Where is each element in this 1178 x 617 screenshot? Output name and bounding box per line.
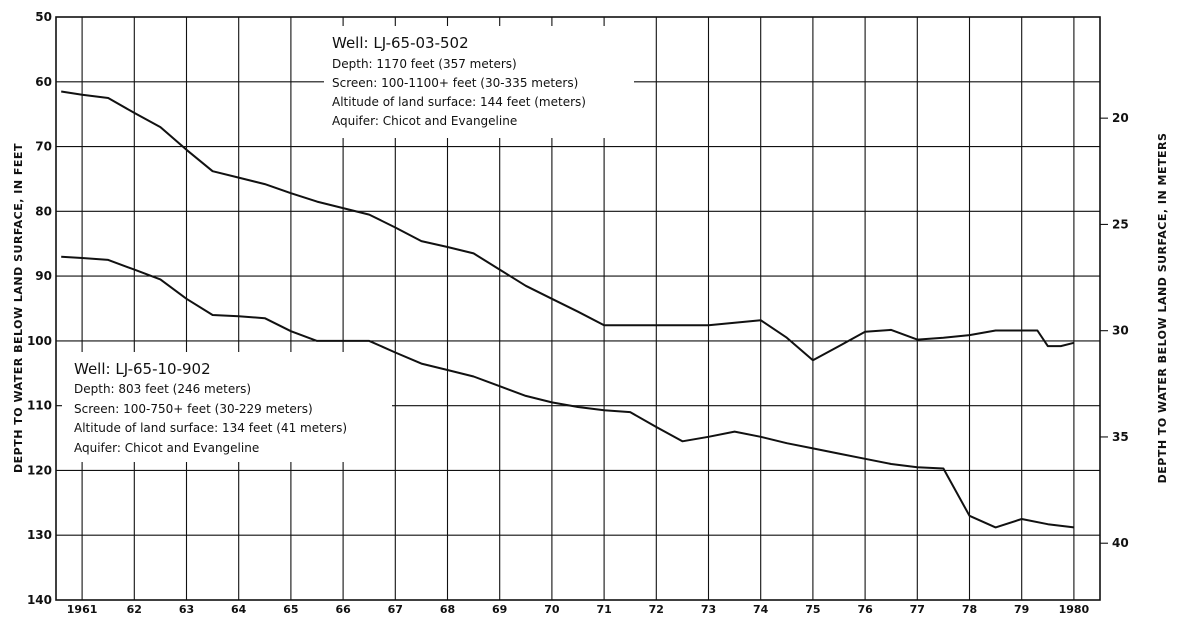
y-tick-label-meters: 25 [1112, 217, 1129, 231]
x-tick-label: 75 [805, 603, 820, 616]
annotation-line: Screen: 100-1100+ feet (30-335 meters) [332, 76, 578, 90]
x-tick-label: 65 [283, 603, 298, 616]
annotation-well-502: Well: LJ-65-03-502 Depth: 1170 feet (357… [324, 26, 634, 138]
x-tick-label: 68 [440, 603, 455, 616]
y-tick-label-feet: 60 [35, 75, 52, 89]
plot-frame [55, 16, 1101, 601]
x-tick-label: 78 [962, 603, 977, 616]
x-tick-label: 69 [492, 603, 507, 616]
y-tick-label-meters: 40 [1112, 536, 1129, 550]
y-tick-label-feet: 100 [27, 334, 52, 348]
annotation-line: Depth: 803 feet (246 meters) [74, 382, 251, 396]
y-tick-label-meters: 35 [1112, 430, 1129, 444]
annotation-background [324, 26, 634, 138]
x-tick-label: 63 [179, 603, 194, 616]
annotation-line: Depth: 1170 feet (357 meters) [332, 57, 517, 71]
tick-labels: 50 60 70 80 90 100 110 120 130 140 20 25 30 35 40 1961 6… [27, 10, 1129, 616]
y-tick-label-feet: 130 [27, 528, 52, 542]
series-lines [61, 90, 1075, 529]
annotation-line: Screen: 100-750+ feet (30-229 meters) [74, 402, 313, 416]
x-tick-label: 71 [596, 603, 611, 616]
x-tick-label: 1961 [67, 603, 98, 616]
x-tick-label: 77 [910, 603, 925, 616]
y-tick-label-feet: 50 [35, 10, 52, 24]
y-axis-label-feet: DEPTH TO WATER BELOW LAND SURFACE, IN FE… [12, 143, 25, 473]
y-axis-label-meters: DEPTH TO WATER BELOW LAND SURFACE, IN ME… [1156, 133, 1169, 484]
annotation-line: Altitude of land surface: 144 feet (mete… [332, 95, 586, 109]
annotation-title: Well: LJ-65-10-902 [74, 360, 211, 378]
x-tick-label: 76 [857, 603, 873, 616]
x-tick-label: 74 [753, 603, 769, 616]
y-tick-label-feet: 140 [27, 593, 52, 607]
x-tick-label: 66 [335, 603, 351, 616]
annotation-well-902: Well: LJ-65-10-902 Depth: 803 feet (246 … [62, 352, 392, 462]
y-tick-label-meters: 30 [1112, 324, 1129, 338]
y-tick-label-meters: 20 [1112, 111, 1129, 125]
annotation-line: Aquifer: Chicot and Evangeline [74, 441, 259, 455]
series-line-1 [61, 90, 1075, 362]
annotation-background [62, 352, 392, 462]
x-tick-label: 67 [388, 603, 403, 616]
annotation-line: Aquifer: Chicot and Evangeline [332, 114, 517, 128]
y-tick-label-feet: 80 [35, 204, 52, 218]
y-tick-label-feet: 120 [27, 463, 52, 477]
x-tick-label: 72 [649, 603, 664, 616]
series-line-2 [61, 255, 1075, 529]
x-tick-label: 73 [701, 603, 716, 616]
x-tick-label: 64 [231, 603, 247, 616]
x-tick-label: 62 [127, 603, 142, 616]
y-tick-label-feet: 110 [27, 399, 52, 413]
y-tick-label-feet: 70 [35, 140, 52, 154]
x-tick-label: 79 [1014, 603, 1029, 616]
x-tick-label: 1980 [1059, 603, 1090, 616]
annotation-line: Altitude of land surface: 134 feet (41 m… [74, 421, 347, 435]
x-tick-label: 70 [544, 603, 560, 616]
y-tick-label-feet: 90 [35, 269, 52, 283]
annotation-title: Well: LJ-65-03-502 [332, 34, 469, 52]
